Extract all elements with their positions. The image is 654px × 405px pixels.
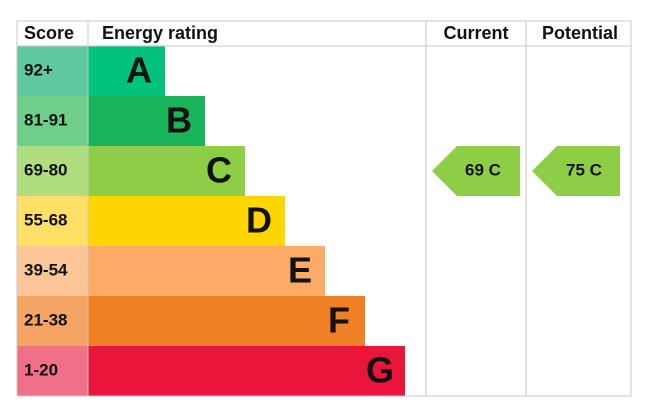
letter: E <box>288 250 312 291</box>
score-cell <box>17 196 88 246</box>
score: 69-80 <box>24 160 67 179</box>
potential-arrow <box>532 146 620 196</box>
score: 81-91 <box>24 110 67 129</box>
score-cell <box>17 246 88 296</box>
score-cell <box>17 146 88 196</box>
header-potential: Potential <box>542 23 618 43</box>
score: 55-68 <box>24 210 67 229</box>
rating-bar <box>88 196 285 246</box>
letter: C <box>206 150 232 191</box>
score: 1-20 <box>24 360 58 379</box>
rating-bar <box>88 96 205 146</box>
rating-bar <box>88 246 325 296</box>
letter: A <box>126 50 152 91</box>
letter: D <box>246 200 272 241</box>
header-rating: Energy rating <box>102 23 218 43</box>
rating-bar <box>88 146 245 196</box>
letter: G <box>366 350 394 391</box>
current-label: 69 C <box>465 160 501 179</box>
potential-label: 75 C <box>566 160 602 179</box>
score-cell <box>17 296 88 346</box>
score: 92+ <box>24 60 53 79</box>
score-cell <box>17 96 88 146</box>
rating-bar <box>88 296 365 346</box>
score: 39-54 <box>24 260 68 279</box>
current-arrow <box>432 146 520 196</box>
rating-bar <box>88 346 405 396</box>
letter: B <box>166 100 192 141</box>
grid <box>16 20 632 397</box>
header-score: Score <box>24 23 74 43</box>
score-cell <box>17 346 88 396</box>
letter: F <box>328 300 350 341</box>
header-current: Current <box>443 23 508 43</box>
rating-bar <box>88 46 165 96</box>
score-cell <box>17 46 88 96</box>
score: 21-38 <box>24 310 67 329</box>
